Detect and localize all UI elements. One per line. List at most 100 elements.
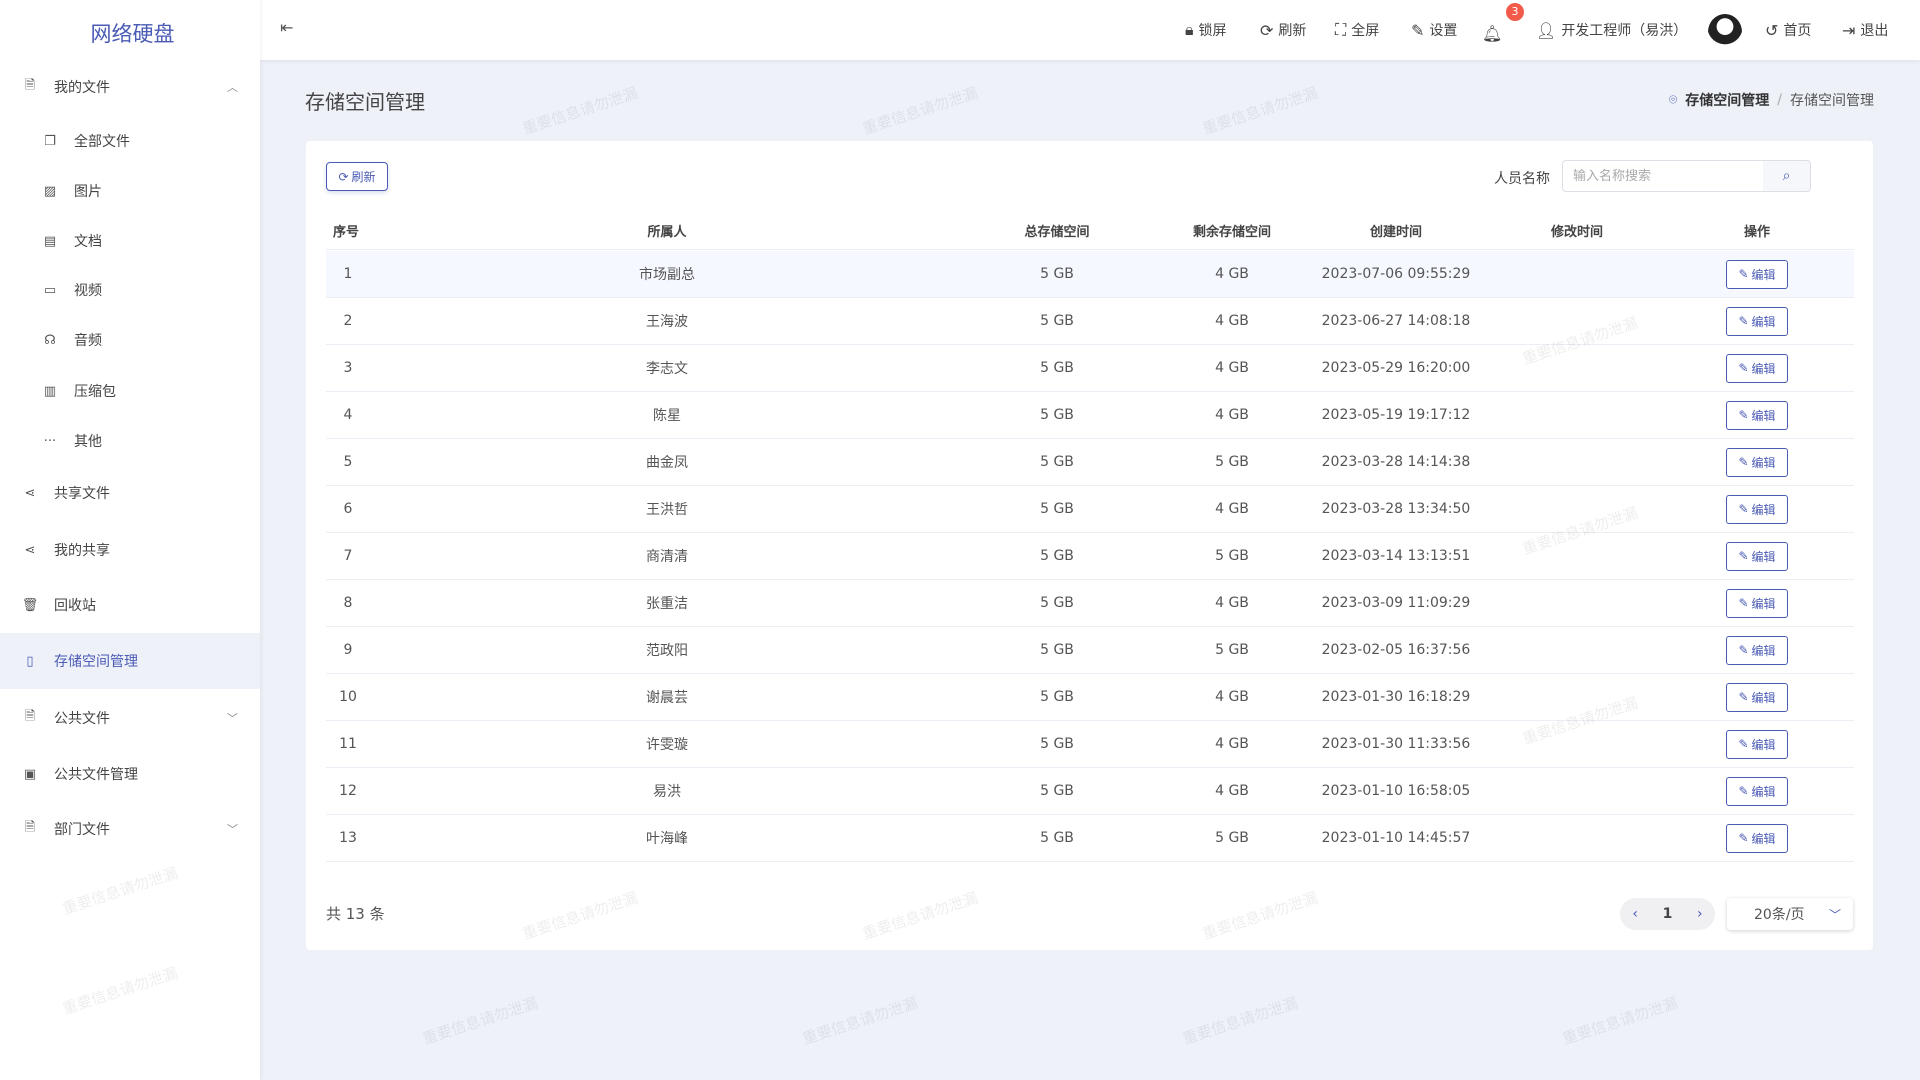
sidebar-item-4[interactable]: ▭ 视频 [0, 270, 260, 310]
files-icon: ❐ [44, 133, 56, 149]
search-button[interactable]: ⌕ [1763, 160, 1811, 192]
watermark: 重要信息请勿泄漏 [860, 83, 981, 139]
logout-label: 退出 [1860, 23, 1889, 39]
edit-button[interactable]: ✎ 编辑 [1726, 353, 1788, 383]
home-button[interactable]: ↺ 首页 [1765, 20, 1811, 40]
refresh-header-button[interactable]: ⟳ 刷新 [1260, 20, 1306, 40]
sidebar-item-7[interactable]: ··· 其他 [0, 421, 260, 461]
edit-button[interactable]: ✎ 编辑 [1726, 494, 1788, 524]
table-cell: 5 GB [1040, 501, 1074, 517]
edit-icon: ✎ [1738, 549, 1749, 563]
chevron-up-icon: ︿ [227, 81, 238, 94]
table-cell: 商清清 [646, 549, 688, 565]
edit-button[interactable]: ✎ 编辑 [1726, 729, 1788, 759]
action-cell: ✎ 编辑 [1726, 674, 1788, 720]
sidebar-item-10[interactable]: 🗑 回收站 [0, 585, 260, 625]
page-number-1[interactable]: 1 [1662, 906, 1673, 922]
file-icon: 🗎 [24, 709, 36, 724]
edit-label: 编辑 [1751, 549, 1776, 564]
logout-button[interactable]: ⇥ 退出 [1842, 20, 1888, 40]
next-page-button[interactable]: › [1697, 906, 1703, 922]
collapse-sidebar-icon[interactable]: ⇤ [280, 18, 294, 37]
edit-button[interactable]: ✎ 编辑 [1726, 823, 1788, 853]
edit-button[interactable]: ✎ 编辑 [1726, 259, 1788, 289]
sidebar-item-1[interactable]: ❐ 全部文件 [0, 121, 260, 161]
edit-button[interactable]: ✎ 编辑 [1726, 447, 1788, 477]
table-cell: 8 [343, 595, 353, 611]
edit-button[interactable]: ✎ 编辑 [1726, 541, 1788, 571]
refresh-button[interactable]: ⟳ 刷新 [326, 162, 388, 191]
app-logo: 网络硬盘 [90, 22, 175, 46]
table-row: 1 市场副总 5 GB 4 GB 2023-07-06 09:55:29 ✎ 编辑 [326, 251, 1854, 298]
search-icon: ⌕ [1782, 168, 1791, 184]
table-cell: 4 GB [1215, 501, 1249, 517]
settings-button[interactable]: ✎ 设置 [1411, 20, 1457, 40]
action-cell: ✎ 编辑 [1726, 721, 1788, 767]
notification-button[interactable]: 🔔︎ [1482, 24, 1507, 43]
table-cell: 4 GB [1215, 313, 1249, 329]
table-cell: 5 GB [1040, 595, 1074, 611]
edit-icon: ✎ [1738, 455, 1749, 469]
sidebar-item-0[interactable]: 🗎 我的文件 ︿ [0, 67, 260, 107]
table-cell: 曲金凤 [646, 455, 688, 471]
share-icon: ⋖ [24, 485, 36, 501]
sidebar-item-13[interactable]: ▣ 公共文件管理 [0, 754, 260, 794]
table-cell: 2023-03-09 11:09:29 [1321, 595, 1471, 611]
edit-button[interactable]: ✎ 编辑 [1726, 400, 1788, 430]
sidebar-item-5[interactable]: ☊ 音频 [0, 320, 260, 360]
edit-icon: ✎ [1738, 784, 1749, 798]
prev-page-button[interactable]: ‹ [1632, 906, 1638, 922]
table-row: 9 范政阳 5 GB 5 GB 2023-02-05 16:37:56 ✎ 编辑 [326, 627, 1854, 674]
table-cell: 5 GB [1215, 454, 1249, 470]
table-cell: 2023-01-10 16:58:05 [1321, 783, 1471, 799]
table-cell: 王海波 [646, 314, 688, 330]
location-icon: ⌾ [1668, 92, 1678, 108]
total-count: 共 13 条 [326, 905, 385, 923]
table-cell: 5 GB [1040, 689, 1074, 705]
sidebar-item-11[interactable]: ▯ 存储空间管理 [0, 633, 260, 689]
table-cell: 范政阳 [646, 643, 688, 659]
sidebar-item-6[interactable]: ▥ 压缩包 [0, 371, 260, 411]
edit-label: 编辑 [1751, 596, 1776, 611]
table-cell: 2 [343, 313, 353, 329]
action-cell: ✎ 编辑 [1726, 392, 1788, 438]
table-cell: 2023-03-28 14:14:38 [1321, 454, 1471, 470]
fullscreen-button[interactable]: ⛶ 全屏 [1335, 20, 1379, 40]
sidebar-item-12[interactable]: 🗎 公共文件 ﹀ [0, 698, 260, 738]
edit-label: 编辑 [1751, 502, 1776, 517]
edit-icon: ✎ [1738, 831, 1749, 845]
fullscreen-label: 全屏 [1351, 23, 1380, 39]
avatar[interactable] [1708, 14, 1742, 50]
edit-button[interactable]: ✎ 编辑 [1726, 306, 1788, 336]
search-input[interactable] [1562, 160, 1764, 192]
table-cell: 5 GB [1040, 548, 1074, 564]
page-size-select[interactable]: 20条/页 ﹀ [1727, 898, 1853, 930]
sidebar-item-8[interactable]: ⋖ 共享文件 [0, 473, 260, 513]
table-cell: 谢晨芸 [646, 690, 688, 706]
storage-icon: ▯ [26, 653, 34, 669]
breadcrumb-item-current: 存储空间管理 [1790, 93, 1874, 109]
sidebar-item-14[interactable]: 🗎 部门文件 ﹀ [0, 809, 260, 849]
watermark: 重要信息请勿泄漏 [1200, 83, 1321, 139]
edit-button[interactable]: ✎ 编辑 [1726, 682, 1788, 712]
table-row: 7 商清清 5 GB 5 GB 2023-03-14 13:13:51 ✎ 编辑 [326, 533, 1854, 580]
table-cell: 7 [343, 548, 353, 564]
table-cell: 2023-05-19 19:17:12 [1321, 407, 1471, 423]
user-menu[interactable]: 👤︎ 开发工程师（易洪） [1536, 20, 1687, 40]
edit-button[interactable]: ✎ 编辑 [1726, 776, 1788, 806]
sidebar-item-3[interactable]: ▤ 文档 [0, 221, 260, 261]
edit-label: 编辑 [1751, 361, 1776, 376]
breadcrumb-separator: / [1777, 92, 1782, 108]
sidebar-item-9[interactable]: ⋖ 我的共享 [0, 530, 260, 570]
sidebar-item-label: 文档 [74, 234, 102, 250]
table-cell: 5 GB [1040, 830, 1074, 846]
edit-button[interactable]: ✎ 编辑 [1726, 588, 1788, 618]
edit-button[interactable]: ✎ 编辑 [1726, 635, 1788, 665]
sidebar-item-label: 我的共享 [54, 543, 110, 559]
table-cell: 13 [339, 830, 357, 846]
breadcrumb-item[interactable]: 存储空间管理 [1685, 93, 1770, 109]
action-cell: ✎ 编辑 [1726, 439, 1788, 485]
edit-settings-icon: ✎ [1411, 20, 1425, 40]
sidebar-item-2[interactable]: ▨ 图片 [0, 171, 260, 211]
lock-screen-button[interactable]: 🔒︎ 锁屏 [1185, 20, 1227, 40]
